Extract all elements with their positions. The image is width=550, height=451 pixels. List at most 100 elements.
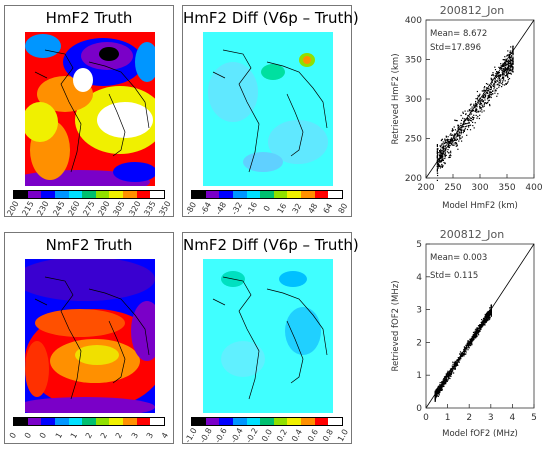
scatter-point	[445, 154, 447, 156]
scatter-point	[435, 389, 437, 391]
scatter-point	[496, 80, 498, 82]
scatter-point	[504, 56, 506, 58]
scatter-point	[488, 90, 490, 92]
scatter-point	[507, 74, 509, 76]
scatter-point	[510, 68, 512, 70]
scatter-point	[512, 70, 514, 72]
scatter-point	[458, 134, 460, 136]
scatter-point	[507, 76, 509, 78]
tick-label: -32	[229, 200, 244, 217]
scatter-point	[440, 386, 442, 389]
scatter-point	[444, 141, 446, 144]
hmf2-diff-map	[203, 32, 333, 186]
scatter-point	[494, 90, 496, 92]
scatter-point	[468, 118, 470, 120]
scatter-point	[434, 390, 436, 392]
scatter-point	[444, 379, 446, 381]
scatter-point	[467, 110, 469, 112]
scatter-point	[438, 390, 440, 392]
scatter-point	[503, 68, 505, 70]
scatter-point	[486, 316, 488, 318]
tick-label: 335	[142, 199, 158, 218]
scatter-point	[437, 163, 439, 165]
scatter-point	[449, 372, 451, 375]
scatter-point	[476, 106, 478, 108]
scatter-point	[446, 373, 448, 375]
scatter-point	[439, 388, 441, 390]
scatter-point	[470, 341, 473, 343]
scatter-point	[495, 72, 497, 75]
scatter-point	[439, 389, 441, 391]
scatter-point	[474, 106, 476, 108]
scatter-point	[438, 161, 440, 163]
scatter-point	[447, 140, 449, 142]
scatter-point	[477, 102, 480, 104]
scatter-point	[484, 102, 486, 104]
scatter-point	[469, 114, 471, 116]
scatter-point	[460, 129, 462, 131]
scatter-point	[494, 92, 496, 94]
scatter-point	[468, 346, 470, 348]
tick-label: 80	[336, 201, 350, 216]
scatter-point	[437, 148, 439, 150]
scatter-point	[442, 382, 444, 384]
scatter-point	[469, 117, 471, 119]
scatter-point	[443, 147, 445, 149]
scatter-point	[507, 69, 509, 71]
scatter-point	[488, 96, 490, 98]
scatter-point	[454, 360, 456, 362]
scatter-point	[462, 126, 464, 128]
scatter-point	[476, 331, 478, 333]
scatter-point	[460, 137, 462, 139]
scatter-point	[490, 314, 492, 316]
scatter-point	[442, 146, 444, 148]
scatter-point	[437, 391, 439, 394]
scatter-point	[487, 311, 489, 313]
scatter-point	[499, 77, 501, 79]
scatter-point	[472, 110, 474, 112]
scatter-point	[442, 146, 444, 148]
tick-label: -80	[183, 200, 199, 217]
scatter-point	[451, 141, 453, 143]
plot-title: 200812_Jon	[440, 228, 504, 241]
scatter-point	[478, 94, 481, 96]
scatter-point	[501, 81, 504, 83]
scatter-point	[490, 315, 492, 317]
stat-mean: Mean= 8.672	[430, 29, 487, 39]
scatter-point	[434, 391, 436, 393]
scatter-point	[436, 145, 438, 148]
scatter-point	[436, 393, 438, 396]
scatter-point	[454, 138, 456, 140]
scatter-point	[473, 339, 475, 341]
scatter-point	[458, 133, 460, 135]
scatter-point	[436, 388, 438, 390]
scatter-point	[448, 141, 450, 144]
scatter-point	[450, 142, 452, 145]
scatter-point	[475, 334, 477, 336]
scatter-point	[480, 321, 482, 324]
scatter-point	[441, 150, 443, 152]
scatter-point	[510, 61, 512, 63]
scatter-point	[472, 331, 475, 333]
scatter-point	[508, 59, 510, 61]
scatter-point	[454, 129, 456, 131]
x-tick-label: 4	[510, 413, 516, 423]
scatter-point	[498, 86, 500, 88]
scatter-point	[483, 322, 485, 324]
scatter-point	[503, 71, 505, 73]
scatter-point	[499, 81, 501, 83]
scatter-point	[440, 156, 442, 158]
scatter-point	[489, 307, 491, 309]
scatter-point	[466, 342, 468, 344]
scatter-point	[447, 376, 449, 378]
scatter-point	[486, 98, 489, 100]
scatter-point	[444, 153, 446, 155]
scatter-point	[444, 156, 446, 158]
scatter-point	[439, 167, 441, 169]
x-ticks: 0 1 2 3 4 5	[423, 404, 537, 423]
scatter-point	[483, 103, 485, 105]
scatter-point	[440, 144, 442, 146]
scatter-point	[499, 84, 501, 87]
scatter-point	[502, 73, 504, 75]
scatter-point	[499, 66, 501, 69]
